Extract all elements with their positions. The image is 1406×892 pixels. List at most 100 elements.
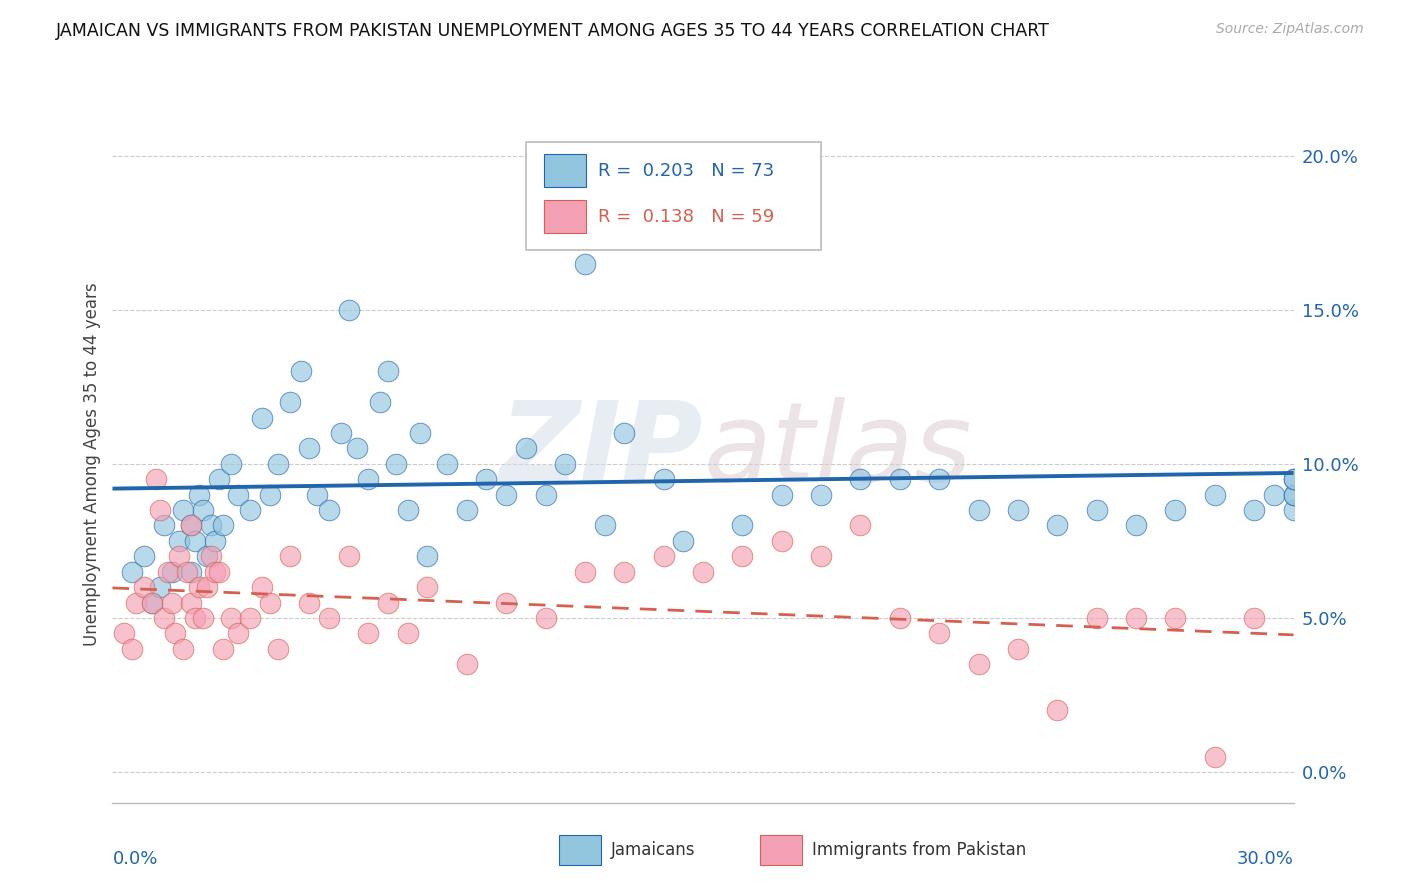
Point: [928, 472, 950, 486]
Point: [208, 565, 231, 579]
Point: [219, 457, 242, 471]
Point: [889, 472, 911, 486]
Point: [152, 518, 174, 533]
Point: [172, 503, 194, 517]
Point: [307, 488, 329, 502]
Text: R =  0.203   N = 73: R = 0.203 N = 73: [598, 162, 775, 180]
Point: [239, 611, 262, 625]
Point: [195, 549, 218, 564]
Point: [849, 518, 872, 533]
Point: [298, 442, 321, 456]
Point: [259, 595, 281, 609]
Point: [574, 565, 596, 579]
Point: [121, 565, 143, 579]
Point: [1164, 503, 1187, 517]
Point: [1204, 749, 1226, 764]
Point: [396, 626, 419, 640]
Point: [1085, 611, 1108, 625]
FancyBboxPatch shape: [526, 142, 821, 251]
Point: [239, 503, 262, 517]
Point: [849, 472, 872, 486]
Point: [141, 595, 163, 609]
Point: [160, 595, 183, 609]
Point: [1243, 503, 1265, 517]
Point: [1007, 641, 1029, 656]
Point: [1007, 503, 1029, 517]
FancyBboxPatch shape: [544, 200, 586, 234]
Point: [200, 518, 222, 533]
Point: [125, 595, 148, 609]
Point: [132, 580, 155, 594]
Text: JAMAICAN VS IMMIGRANTS FROM PAKISTAN UNEMPLOYMENT AMONG AGES 35 TO 44 YEARS CORR: JAMAICAN VS IMMIGRANTS FROM PAKISTAN UNE…: [56, 22, 1050, 40]
Point: [1046, 518, 1069, 533]
Point: [810, 488, 832, 502]
Point: [112, 626, 135, 640]
Point: [534, 611, 557, 625]
Point: [770, 533, 793, 548]
Point: [967, 503, 990, 517]
Point: [180, 565, 202, 579]
Point: [329, 425, 352, 440]
Point: [337, 549, 360, 564]
Point: [495, 595, 517, 609]
Point: [250, 580, 273, 594]
Point: [377, 595, 399, 609]
Point: [692, 194, 714, 209]
Point: [770, 488, 793, 502]
Point: [184, 611, 207, 625]
Point: [416, 580, 439, 594]
Point: [534, 488, 557, 502]
Point: [574, 256, 596, 270]
Point: [290, 364, 312, 378]
Point: [211, 518, 233, 533]
Point: [204, 565, 226, 579]
Text: Immigrants from Pakistan: Immigrants from Pakistan: [811, 841, 1026, 859]
Text: atlas: atlas: [703, 397, 972, 504]
Text: Source: ZipAtlas.com: Source: ZipAtlas.com: [1216, 22, 1364, 37]
Text: 0.0%: 0.0%: [112, 850, 157, 868]
Point: [515, 442, 537, 456]
Point: [169, 533, 191, 548]
Point: [672, 533, 695, 548]
Point: [889, 611, 911, 625]
Point: [169, 549, 191, 564]
Point: [967, 657, 990, 672]
Text: R =  0.138   N = 59: R = 0.138 N = 59: [598, 208, 775, 226]
Point: [346, 442, 368, 456]
Point: [121, 641, 143, 656]
Point: [208, 472, 231, 486]
Point: [408, 425, 430, 440]
Point: [211, 641, 233, 656]
Point: [1282, 488, 1305, 502]
Point: [278, 395, 301, 409]
Point: [385, 457, 408, 471]
Point: [1125, 518, 1147, 533]
Point: [298, 595, 321, 609]
Point: [318, 503, 340, 517]
Point: [176, 565, 198, 579]
Point: [219, 611, 242, 625]
Point: [149, 580, 172, 594]
Point: [132, 549, 155, 564]
Point: [1282, 472, 1305, 486]
Point: [141, 595, 163, 609]
Point: [267, 457, 290, 471]
Point: [731, 549, 754, 564]
Point: [180, 518, 202, 533]
Point: [456, 503, 478, 517]
Point: [278, 549, 301, 564]
Point: [928, 626, 950, 640]
Point: [368, 395, 391, 409]
Point: [250, 410, 273, 425]
Point: [188, 488, 211, 502]
Point: [318, 611, 340, 625]
Point: [180, 518, 202, 533]
Point: [554, 457, 576, 471]
Point: [152, 611, 174, 625]
Point: [613, 425, 636, 440]
Point: [692, 565, 714, 579]
Point: [337, 302, 360, 317]
Point: [228, 626, 250, 640]
Point: [731, 518, 754, 533]
Point: [191, 611, 214, 625]
